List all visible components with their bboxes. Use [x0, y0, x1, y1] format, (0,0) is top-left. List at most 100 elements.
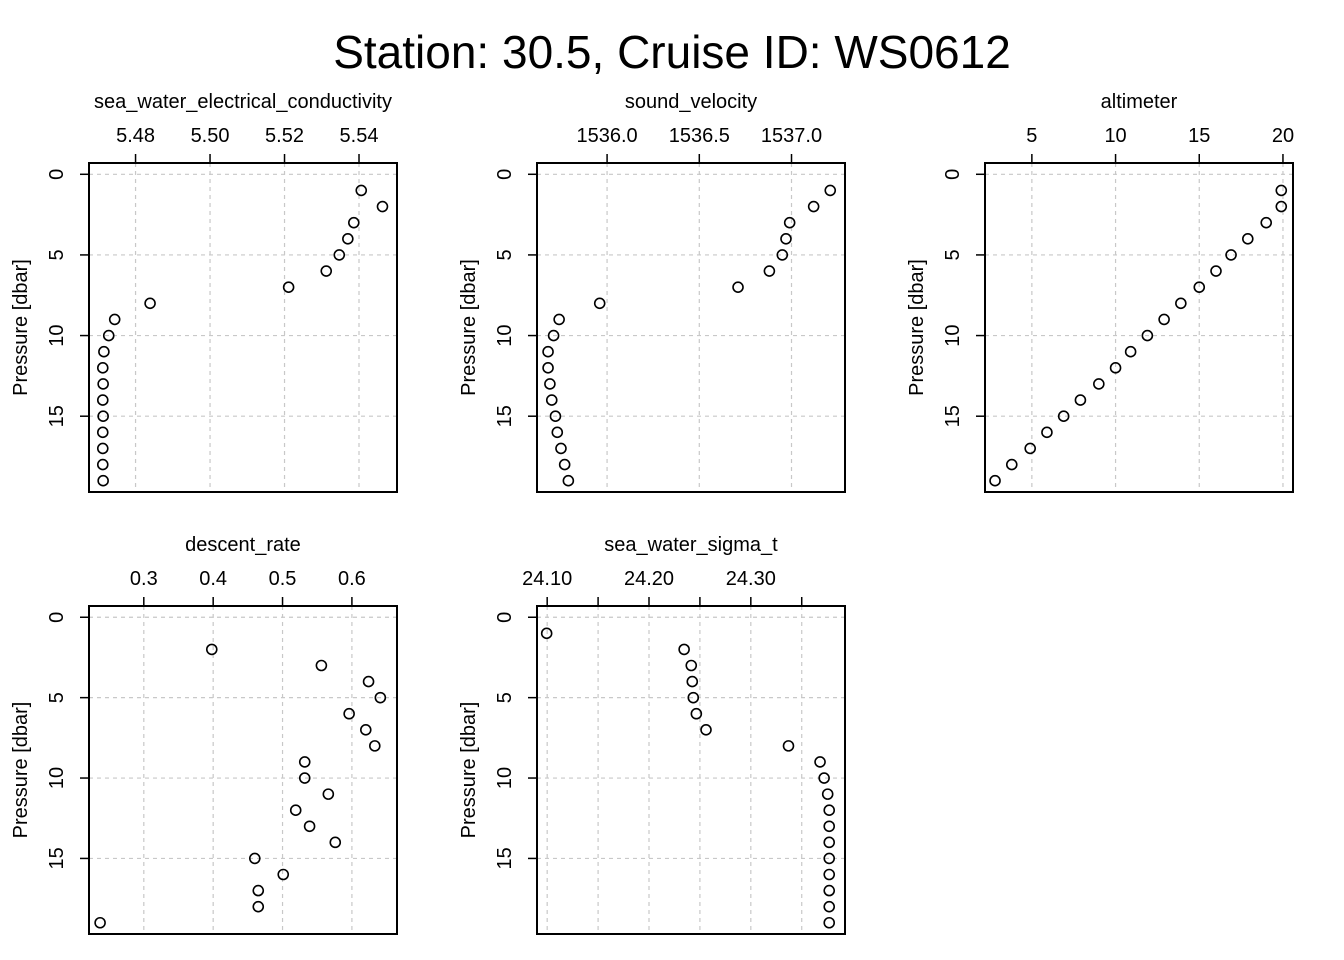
x-tick-label: 1536.0: [576, 125, 637, 147]
y-tick-label: 15: [942, 405, 964, 427]
data-point: [322, 788, 335, 800]
panel-descent-rate: 0.3 0.4 0.5 0.6 0 5 10 15 descent_rate Pressure […: [10, 534, 398, 935]
data-point: [685, 659, 698, 672]
data-point: [824, 184, 837, 197]
panel-title: sea_water_electrical_conductivity: [94, 91, 392, 113]
data-point: [1141, 329, 1154, 342]
data-point: [205, 643, 218, 656]
x-tick-label: 5.54: [340, 125, 379, 147]
y-tick-label: 15: [46, 405, 68, 427]
data-point: [102, 329, 115, 342]
data-point: [355, 184, 368, 197]
data-point: [96, 426, 109, 439]
data-point: [818, 772, 830, 784]
x-tick-label: 0.5: [269, 568, 297, 590]
data-point: [97, 474, 109, 487]
data-point: [94, 916, 106, 929]
data-point: [562, 474, 575, 487]
plot-frame: [536, 605, 846, 935]
data-point: [1275, 200, 1288, 213]
data-point: [690, 707, 703, 720]
data-point: [686, 675, 699, 688]
data-point: [1242, 232, 1254, 245]
data-point: [1225, 249, 1237, 261]
data-point: [558, 458, 571, 471]
data-point: [823, 852, 836, 865]
data-point: [96, 442, 109, 455]
data-point: [96, 362, 109, 374]
data-point: [248, 852, 261, 865]
data-point: [144, 297, 156, 310]
data-point: [542, 362, 554, 374]
x-tick-label: 0.4: [199, 568, 227, 590]
data-point: [823, 916, 836, 929]
data-point: [362, 675, 375, 688]
y-tick-label: 10: [494, 767, 516, 789]
x-tick-label: 20: [1272, 125, 1294, 147]
y-axis-label: Pressure [dbar]: [458, 259, 480, 396]
data-point: [823, 900, 836, 913]
x-tick-label: 0.6: [338, 568, 366, 590]
x-tick-label: 5.52: [265, 125, 304, 147]
data-point: [97, 378, 109, 390]
x-tick-label: 24.30: [726, 568, 776, 590]
y-tick-label: 15: [494, 847, 516, 869]
data-point: [823, 804, 836, 816]
data-point: [1193, 281, 1206, 293]
y-tick-label: 0: [494, 169, 516, 180]
data-point: [540, 627, 553, 640]
x-tick-label: 24.20: [624, 568, 674, 590]
data-point: [823, 836, 836, 849]
data-point: [1124, 345, 1137, 358]
data-point: [1024, 442, 1036, 455]
data-point: [547, 329, 560, 342]
y-tick-label: 10: [46, 324, 68, 346]
data-point: [544, 378, 556, 390]
data-point: [1057, 410, 1070, 423]
data-point: [1260, 216, 1273, 229]
x-tick-label: 15: [1188, 125, 1210, 147]
data-point: [252, 900, 265, 913]
data-point: [343, 707, 355, 720]
x-tick-label: 0.3: [130, 568, 158, 590]
data-point: [553, 313, 565, 326]
y-tick-label: 5: [494, 692, 516, 703]
data-point: [97, 410, 109, 423]
y-tick-label: 5: [942, 249, 964, 260]
panel-sound-velocity: 1536.0 1536.5 1537.0 0 5 10 15 sound_velocity Pr…: [458, 91, 846, 493]
x-tick-label: 1537.0: [761, 125, 822, 147]
panel-title: sea_water_sigma_t: [604, 534, 778, 556]
y-tick-label: 15: [46, 847, 68, 869]
data-point: [347, 216, 360, 229]
data-point: [687, 691, 700, 704]
y-tick-label: 0: [46, 612, 68, 623]
y-axis-label: Pressure [dbar]: [458, 702, 480, 839]
data-point: [289, 804, 302, 816]
data-point: [282, 281, 295, 293]
data-point: [1275, 184, 1288, 197]
panel-title: sound_velocity: [625, 91, 757, 113]
panels: 5.48 5.50 5.52 5.54 0 5 10 15 sea_water_electric…: [10, 91, 1294, 935]
data-point: [333, 249, 346, 261]
plot-frame: [88, 605, 398, 935]
data-point: [369, 740, 381, 752]
y-tick-label: 5: [46, 692, 68, 703]
panel-title: altimeter: [1101, 91, 1178, 113]
panel-sea-water-sigma-t: 24.10 24.20 24.30 0 5 10 15 sea_water_sigma_t Pr…: [458, 534, 846, 935]
figure-title: Station: 30.5, Cruise ID: WS0612: [333, 26, 1011, 78]
data-point: [989, 474, 1001, 487]
plot-frame: [984, 162, 1294, 493]
data-point: [252, 884, 265, 897]
data-point: [374, 691, 387, 704]
data-point: [329, 836, 342, 849]
data-point: [1210, 265, 1222, 277]
data-point: [780, 232, 792, 245]
y-tick-label: 0: [494, 612, 516, 623]
y-tick-label: 10: [46, 767, 68, 789]
data-point: [320, 265, 333, 277]
y-axis-label: Pressure [dbar]: [906, 259, 928, 396]
data-point: [342, 232, 354, 245]
x-tick-label: 5: [1026, 125, 1037, 147]
data-point: [814, 756, 826, 768]
